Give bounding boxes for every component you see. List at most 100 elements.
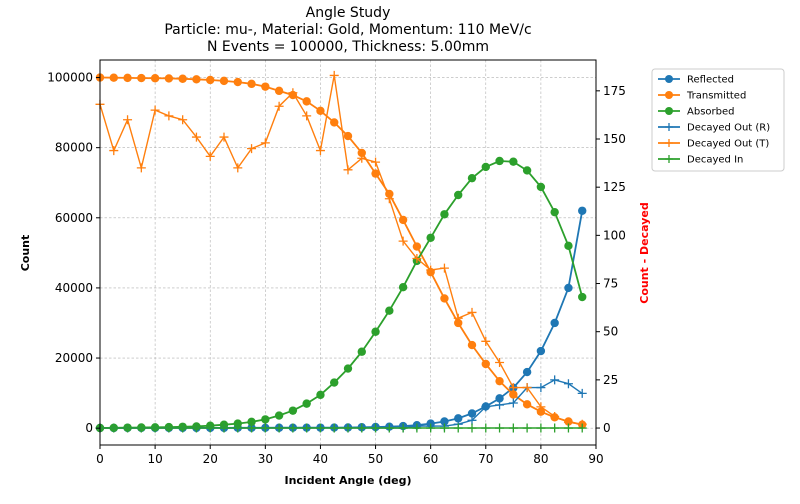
data-point bbox=[536, 423, 546, 433]
data-point bbox=[508, 423, 518, 433]
data-point bbox=[453, 313, 463, 323]
data-point bbox=[247, 144, 257, 154]
y2-tick-label: 50 bbox=[603, 325, 618, 339]
data-point bbox=[564, 283, 573, 293]
data-point bbox=[330, 378, 339, 387]
data-point bbox=[522, 423, 532, 433]
x-tick-label: 80 bbox=[533, 452, 548, 466]
data-point bbox=[123, 73, 132, 83]
data-point bbox=[315, 146, 325, 156]
data-point bbox=[550, 318, 559, 328]
data-point bbox=[233, 423, 243, 433]
legend-item-transmitted: Transmitted bbox=[658, 91, 746, 102]
legend-item-absorbed: Absorbed bbox=[658, 107, 734, 118]
data-point bbox=[302, 97, 311, 106]
data-point bbox=[150, 74, 160, 83]
data-point bbox=[550, 207, 559, 217]
data-point bbox=[578, 206, 587, 215]
data-point bbox=[329, 423, 339, 433]
chart-title-line-2: Particle: mu-, Material: Gold, Momentum:… bbox=[164, 22, 531, 38]
data-point bbox=[440, 294, 449, 303]
y-tick-label: 100000 bbox=[47, 71, 93, 85]
data-point bbox=[137, 73, 146, 83]
legend-swatch-marker bbox=[665, 107, 673, 115]
data-point bbox=[522, 166, 532, 175]
data-point bbox=[454, 414, 463, 423]
x-axis-label: Incident Angle (deg) bbox=[284, 474, 411, 487]
legend-label: Decayed Out (R) bbox=[687, 123, 770, 134]
data-point bbox=[564, 241, 573, 251]
data-point bbox=[426, 265, 436, 275]
data-point bbox=[316, 390, 325, 400]
data-point bbox=[398, 283, 408, 292]
y2-axis-label: Count - Decayed bbox=[638, 202, 651, 303]
data-point bbox=[371, 423, 381, 433]
x-tick-label: 20 bbox=[203, 452, 218, 466]
data-point bbox=[467, 415, 477, 425]
data-point bbox=[164, 423, 174, 433]
data-point bbox=[509, 390, 518, 399]
data-point bbox=[467, 409, 477, 418]
data-point bbox=[384, 194, 394, 204]
data-point bbox=[150, 105, 160, 115]
data-point bbox=[550, 375, 560, 385]
x-tick-label: 70 bbox=[478, 452, 493, 466]
data-point bbox=[412, 242, 422, 251]
data-point bbox=[481, 359, 490, 369]
legend-label: Decayed Out (T) bbox=[687, 139, 769, 150]
y-tick-label: 0 bbox=[85, 421, 93, 435]
data-point bbox=[439, 423, 449, 433]
data-point bbox=[260, 138, 270, 148]
x-tick-label: 10 bbox=[147, 452, 162, 466]
data-point bbox=[260, 423, 270, 433]
data-point bbox=[398, 236, 408, 246]
data-point bbox=[398, 423, 408, 433]
data-point bbox=[330, 118, 339, 127]
data-point bbox=[550, 411, 560, 421]
chart-title-line-3: N Events = 100000, Thickness: 5.00mm bbox=[207, 39, 489, 55]
data-point bbox=[495, 156, 504, 166]
data-point bbox=[261, 415, 270, 424]
data-point bbox=[481, 162, 490, 172]
data-point bbox=[343, 165, 353, 175]
legend-swatch-marker bbox=[665, 91, 673, 99]
data-point bbox=[343, 131, 353, 141]
legend-swatch-marker bbox=[665, 155, 673, 163]
data-point bbox=[536, 407, 546, 416]
data-point bbox=[426, 233, 435, 242]
legend-swatch-marker bbox=[665, 139, 673, 147]
legend-label: Absorbed bbox=[687, 107, 734, 118]
data-point bbox=[467, 340, 477, 350]
data-point bbox=[192, 75, 201, 84]
data-point bbox=[247, 79, 256, 89]
data-point bbox=[302, 399, 311, 408]
data-point bbox=[109, 423, 119, 433]
data-point bbox=[495, 376, 504, 386]
data-point bbox=[316, 106, 325, 116]
data-point bbox=[412, 423, 422, 433]
data-point bbox=[577, 388, 587, 398]
data-point bbox=[440, 417, 449, 426]
legend-item-reflected: Reflected bbox=[658, 75, 734, 86]
data-point bbox=[302, 423, 312, 433]
data-point bbox=[384, 423, 394, 433]
data-point bbox=[578, 292, 587, 302]
data-point bbox=[178, 74, 187, 83]
data-point bbox=[164, 74, 174, 83]
data-point bbox=[371, 169, 380, 178]
data-point bbox=[274, 101, 284, 111]
legend-swatch-marker bbox=[665, 123, 673, 131]
chart-title-line-1: Angle Study bbox=[306, 5, 391, 21]
data-point bbox=[136, 423, 146, 433]
data-point bbox=[136, 163, 146, 173]
data-point bbox=[357, 347, 366, 356]
legend-item-decayed-in: Decayed In bbox=[658, 155, 743, 166]
data-point bbox=[315, 423, 325, 433]
legend-swatch-marker bbox=[665, 75, 673, 83]
data-point bbox=[577, 423, 587, 433]
data-point bbox=[329, 70, 339, 80]
data-point bbox=[426, 423, 436, 433]
data-point bbox=[274, 411, 284, 420]
data-point bbox=[439, 263, 449, 273]
